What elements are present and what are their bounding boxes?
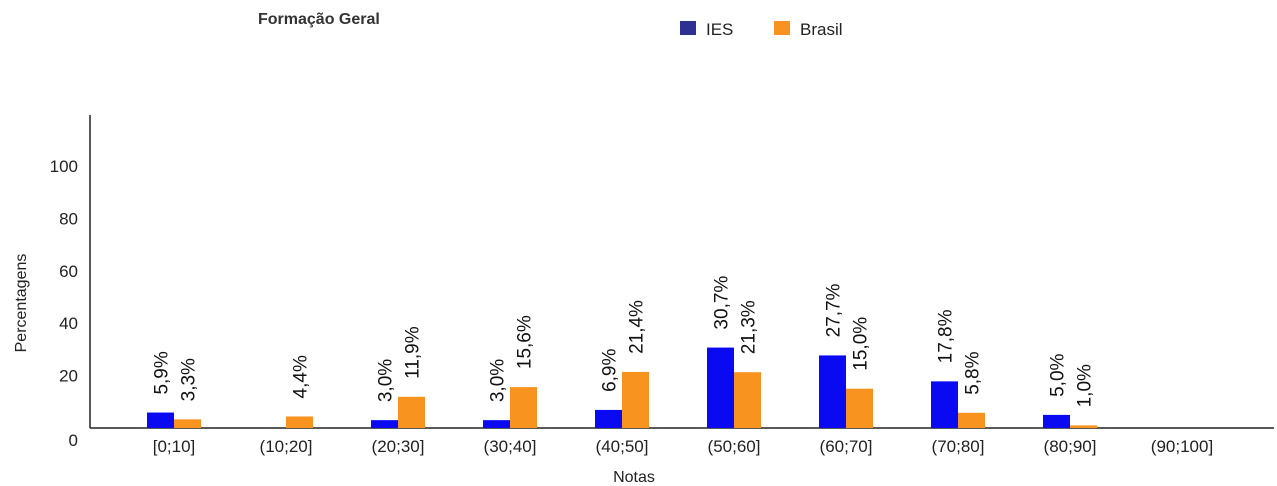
legend-swatch-brasil	[774, 21, 790, 35]
data-label-ies: 27,7%	[824, 283, 845, 337]
data-label-brasil: 21,3%	[739, 300, 760, 354]
y-tick-labels: 0 20 40 60 80 100	[50, 157, 78, 450]
x-tick-label: (60;70]	[820, 437, 873, 456]
bar-brasil	[510, 387, 537, 428]
bar-brasil	[958, 412, 985, 428]
bar-brasil	[174, 419, 201, 428]
data-label-brasil: 21,4%	[627, 300, 648, 354]
y-tick-label: 40	[59, 314, 78, 333]
x-tick-label: [0;10]	[153, 437, 196, 456]
x-tick-label: (20;30]	[372, 437, 425, 456]
bar-ies	[483, 420, 510, 428]
legend-label-brasil: Brasil	[800, 20, 843, 39]
bar-ies	[371, 420, 398, 428]
x-tick-label: (40;50]	[596, 437, 649, 456]
x-tick-label: (80;90]	[1044, 437, 1097, 456]
x-tick-label: (90;100]	[1151, 437, 1213, 456]
data-label-ies: 17,8%	[936, 309, 957, 363]
bar-ies	[595, 409, 622, 428]
data-label-ies: 5,9%	[152, 351, 173, 394]
bars	[147, 347, 1097, 428]
x-tick-label: (10;20]	[260, 437, 313, 456]
data-label-brasil: 3,3%	[179, 358, 200, 401]
x-tick-labels: [0;10] (10;20] (20;30] (30;40] (40;50] (50;60…	[153, 437, 1213, 456]
legend: IES Brasil	[680, 20, 843, 39]
x-tick-label: (50;60]	[708, 437, 761, 456]
bar-brasil	[622, 371, 649, 428]
y-axis-title: Percentagens	[13, 254, 30, 353]
x-tick-label: (70;80]	[932, 437, 985, 456]
data-labels: 5,9% 3,3% 4,4% 3,0% 11,9% 3,0% 15,6% 6,9% 21,4% 3…	[152, 276, 1096, 408]
data-label-brasil: 1,0%	[1075, 364, 1096, 407]
bar-brasil	[734, 372, 761, 428]
y-tick-label: 60	[59, 262, 78, 281]
data-label-brasil: 15,6%	[515, 315, 536, 369]
y-tick-label: 0	[69, 431, 78, 450]
data-label-ies: 5,0%	[1048, 353, 1069, 396]
data-label-brasil: 5,8%	[963, 351, 984, 394]
bar-ies	[147, 412, 174, 428]
x-axis-title: Notas	[613, 469, 655, 486]
data-label-brasil: 15,0%	[851, 317, 872, 371]
data-label-ies: 3,0%	[376, 359, 397, 402]
legend-swatch-ies	[680, 21, 696, 35]
data-label-ies: 3,0%	[488, 359, 509, 402]
bar-brasil	[846, 388, 873, 428]
legend-label-ies: IES	[706, 20, 733, 39]
x-tick-label: (30;40]	[484, 437, 537, 456]
data-label-ies: 30,7%	[712, 276, 733, 330]
bar-ies	[819, 355, 846, 428]
data-label-brasil: 4,4%	[291, 355, 312, 398]
y-tick-label: 80	[59, 209, 78, 228]
bar-ies	[931, 381, 958, 428]
bar-ies	[1043, 414, 1070, 428]
data-label-brasil: 11,9%	[403, 326, 424, 379]
bar-brasil	[286, 416, 313, 428]
y-tick-label: 100	[50, 157, 78, 176]
y-tick-label: 20	[59, 367, 78, 386]
data-label-ies: 6,9%	[600, 349, 621, 392]
bar-brasil	[398, 396, 425, 428]
bar-ies	[707, 347, 734, 428]
bar-brasil	[1070, 425, 1097, 428]
chart-title: Formação Geral	[258, 11, 380, 28]
